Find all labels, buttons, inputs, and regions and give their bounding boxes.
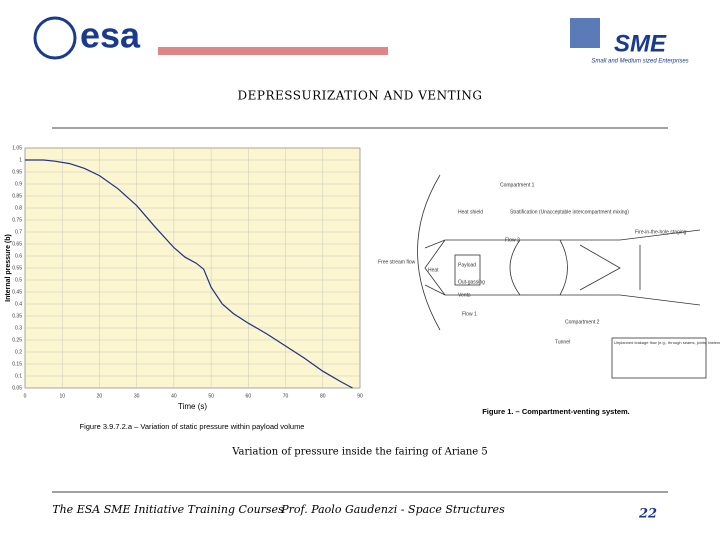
y-tick-label: 1.05 — [12, 145, 22, 151]
diagram-label: Fire-in-the-hole staging — [635, 229, 687, 235]
diagram-label: Heat — [428, 267, 439, 273]
y-tick-label: 0.65 — [12, 241, 22, 247]
x-tick-label: 50 — [208, 393, 214, 399]
diagram-label: Vents — [458, 292, 471, 298]
y-tick-label: 0.35 — [12, 313, 22, 319]
y-tick-label: 0.1 — [15, 373, 22, 379]
x-tick-label: 10 — [59, 393, 65, 399]
x-tick-label: 30 — [134, 393, 140, 399]
x-tick-label: 20 — [97, 393, 103, 399]
x-tick-label: 70 — [283, 393, 289, 399]
y-tick-label: 0.95 — [12, 169, 22, 175]
esa-logo: esa — [80, 15, 141, 56]
diagram-label: Tunnel — [555, 339, 570, 345]
chart-title: Figure 3.9.7.2.a – Variation of static p… — [80, 422, 305, 431]
diagram-label: Heat shield — [458, 209, 483, 215]
diagram-label: Free stream flow — [378, 259, 416, 265]
x-tick-label: 90 — [357, 393, 363, 399]
y-tick-label: 1 — [19, 157, 22, 163]
diagram — [417, 174, 707, 379]
diagram-label: Compartment 2 — [565, 319, 600, 325]
y-tick-label: 0.3 — [15, 325, 22, 331]
y-tick-label: 0.85 — [12, 193, 22, 199]
x-tick-label: 0 — [24, 393, 27, 399]
x-tick-label: 80 — [320, 393, 326, 399]
diagram-label: Unplanned leakage flow (e.g., through se… — [614, 340, 720, 345]
y-tick-label: 0.5 — [15, 277, 22, 283]
diagram-label: Compartment 1 — [500, 182, 535, 188]
line-series — [25, 159, 353, 389]
diagram-label: Payload — [458, 262, 476, 268]
diagram-label: Stratification (Unacceptable intercompar… — [510, 209, 629, 215]
y-tick-label: 0.75 — [12, 217, 22, 223]
y-tick-label: 0.7 — [15, 229, 22, 235]
y-tick-label: 0.05 — [12, 385, 22, 391]
footer-left: The ESA SME Initiative Training Courses — [52, 503, 284, 516]
y-tick-label: 0.6 — [15, 253, 22, 259]
y-tick-label: 0.9 — [15, 181, 22, 187]
y-tick-label: 0.45 — [12, 289, 22, 295]
sme-icon — [570, 18, 600, 48]
x-axis-label: Time (s) — [178, 402, 207, 411]
flags — [158, 47, 388, 55]
diagram-label: Out-gassing — [458, 279, 485, 285]
page-number: 22 — [638, 507, 657, 522]
esa-globe — [33, 16, 77, 60]
y-tick-label: 0.55 — [12, 265, 22, 271]
y-axis-label: Internal pressure (b) — [5, 234, 12, 302]
diagram-label: Flow 2 — [505, 237, 520, 243]
sme-sub: Small and Medium sized Enterprises — [591, 59, 688, 65]
diagram-label: Flow 1 — [462, 311, 477, 317]
y-tick-label: 0.15 — [12, 361, 22, 367]
diagram-caption: Figure 1. – Compartment-venting system. — [482, 407, 630, 416]
y-tick-label: 0.25 — [12, 337, 22, 343]
sme-logo: SME — [614, 30, 667, 57]
slide-title: DEPRESSURIZATION AND VENTING — [238, 89, 483, 103]
x-tick-label: 60 — [246, 393, 252, 399]
caption: Variation of pressure inside the fairing… — [231, 447, 488, 458]
x-tick-label: 40 — [171, 393, 177, 399]
y-tick-label: 0.2 — [15, 349, 22, 355]
y-tick-label: 0.8 — [15, 205, 22, 211]
y-tick-label: 0.4 — [15, 301, 22, 307]
footer-center: Prof. Paolo Gaudenzi - Space Structures — [280, 503, 505, 516]
